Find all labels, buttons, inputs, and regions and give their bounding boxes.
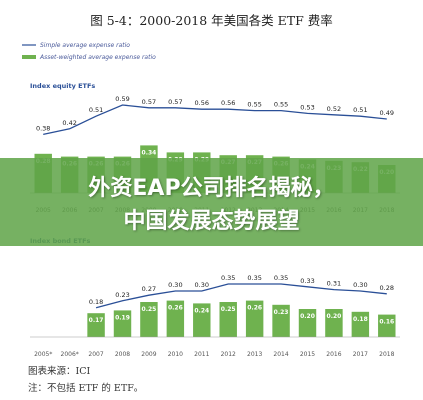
bond-line-label: 0.35 <box>221 274 235 282</box>
equity-line-label: 0.59 <box>115 95 129 103</box>
equity-line-label: 0.53 <box>300 103 314 111</box>
equity-line-label: 0.55 <box>274 101 288 109</box>
bond-bar-label: 0.20 <box>327 313 342 320</box>
bond-x-tick: 2016 <box>326 351 341 358</box>
equity-line-label: 0.56 <box>221 99 235 107</box>
bond-bar-label: 0.17 <box>89 317 104 324</box>
bond-bar <box>140 302 158 337</box>
bond-x-tick: 2014 <box>273 351 288 358</box>
bond-bar <box>378 314 396 337</box>
equity-line-label: 0.56 <box>195 99 209 107</box>
bond-bar <box>193 303 211 337</box>
legend: Simple average expense ratio Asset-weigh… <box>22 42 156 61</box>
equity-line-label: 0.52 <box>327 105 341 113</box>
equity-line-label: 0.38 <box>36 124 50 132</box>
overlay-banner <box>0 158 423 246</box>
equity-line-label: 0.55 <box>247 101 261 109</box>
bond-line-label: 0.35 <box>274 274 288 282</box>
bond-line-label: 0.35 <box>247 274 261 282</box>
bond-line-label: 0.30 <box>353 281 367 289</box>
bond-line-label: 0.30 <box>195 281 209 289</box>
bond-bar-label: 0.26 <box>168 305 183 312</box>
bond-bar-label: 0.25 <box>221 306 236 313</box>
banner-line-1: 外资EAP公司排名揭秘， <box>88 176 335 201</box>
bond-x-tick: 2017 <box>353 351 368 358</box>
bond-bar <box>298 309 317 337</box>
bond-bar <box>219 302 237 337</box>
banner-line-2: 中国发展态势展望 <box>123 209 300 234</box>
bond-line-label: 0.31 <box>327 280 341 288</box>
bond-x-tick: 2009 <box>141 351 156 358</box>
bond-bar <box>166 300 185 337</box>
bond-x-tick: 2006* <box>61 351 79 358</box>
bond-x-tick: 2008 <box>115 351 130 358</box>
bond-bar-label: 0.19 <box>115 314 130 321</box>
bond-bar-label: 0.23 <box>274 309 289 316</box>
bond-x-tick: 2012 <box>221 351 236 358</box>
bond-bar-label: 0.16 <box>379 319 394 326</box>
bond-x-tick: 2005* <box>34 351 52 358</box>
bond-x-tick: 2018 <box>379 351 394 358</box>
source-note: 图表来源：ICI <box>28 365 91 377</box>
equity-line-label: 0.42 <box>62 119 76 127</box>
exclusion-note: 注：不包括 ETF 的 ETF。 <box>28 382 143 394</box>
bond-x-tick: 2007 <box>88 351 103 358</box>
bond-bar <box>245 300 264 337</box>
equity-line-label: 0.57 <box>168 98 182 106</box>
chart-title: 图 5-4：2000-2018 年美国各类 ETF 费率 <box>90 13 333 28</box>
bond-x-tick: 2013 <box>247 351 262 358</box>
bond-simple-line <box>95 283 387 309</box>
bond-bar-label: 0.20 <box>300 313 315 320</box>
bond-x-tick: 2010 <box>168 351 183 358</box>
legend-weighted-label: Asset-weighted average expense ratio <box>39 54 156 61</box>
equity-line-label: 0.57 <box>142 98 156 106</box>
bond-line-label: 0.28 <box>380 284 394 292</box>
bond-x-tick: 2015 <box>300 351 315 358</box>
bond-bar-label: 0.24 <box>194 307 209 314</box>
bond-bar-label: 0.26 <box>247 305 262 312</box>
bond-line-label: 0.33 <box>300 277 314 285</box>
bond-bar <box>325 309 343 337</box>
bond-line-label: 0.18 <box>89 298 103 306</box>
equity-simple-line <box>43 104 387 136</box>
bond-bar <box>87 313 105 337</box>
equity-bar-label: 0.34 <box>142 149 157 156</box>
bond-line-label: 0.23 <box>115 291 129 299</box>
equity-chart-title: Index equity ETFs <box>30 82 95 90</box>
bond-bar <box>113 310 132 337</box>
equity-line-label: 0.49 <box>380 109 394 117</box>
equity-line-label: 0.51 <box>353 106 367 114</box>
bond-bar <box>272 304 290 337</box>
bond-bar-label: 0.25 <box>142 306 157 313</box>
bond-line-label: 0.27 <box>142 285 156 293</box>
bond-line-label: 0.30 <box>168 281 182 289</box>
bond-bar <box>351 311 370 337</box>
bond-x-tick: 2011 <box>194 351 209 358</box>
bond-bar-label: 0.18 <box>353 316 368 323</box>
equity-line-label: 0.51 <box>89 106 103 114</box>
legend-simple-label: Simple average expense ratio <box>40 42 130 49</box>
